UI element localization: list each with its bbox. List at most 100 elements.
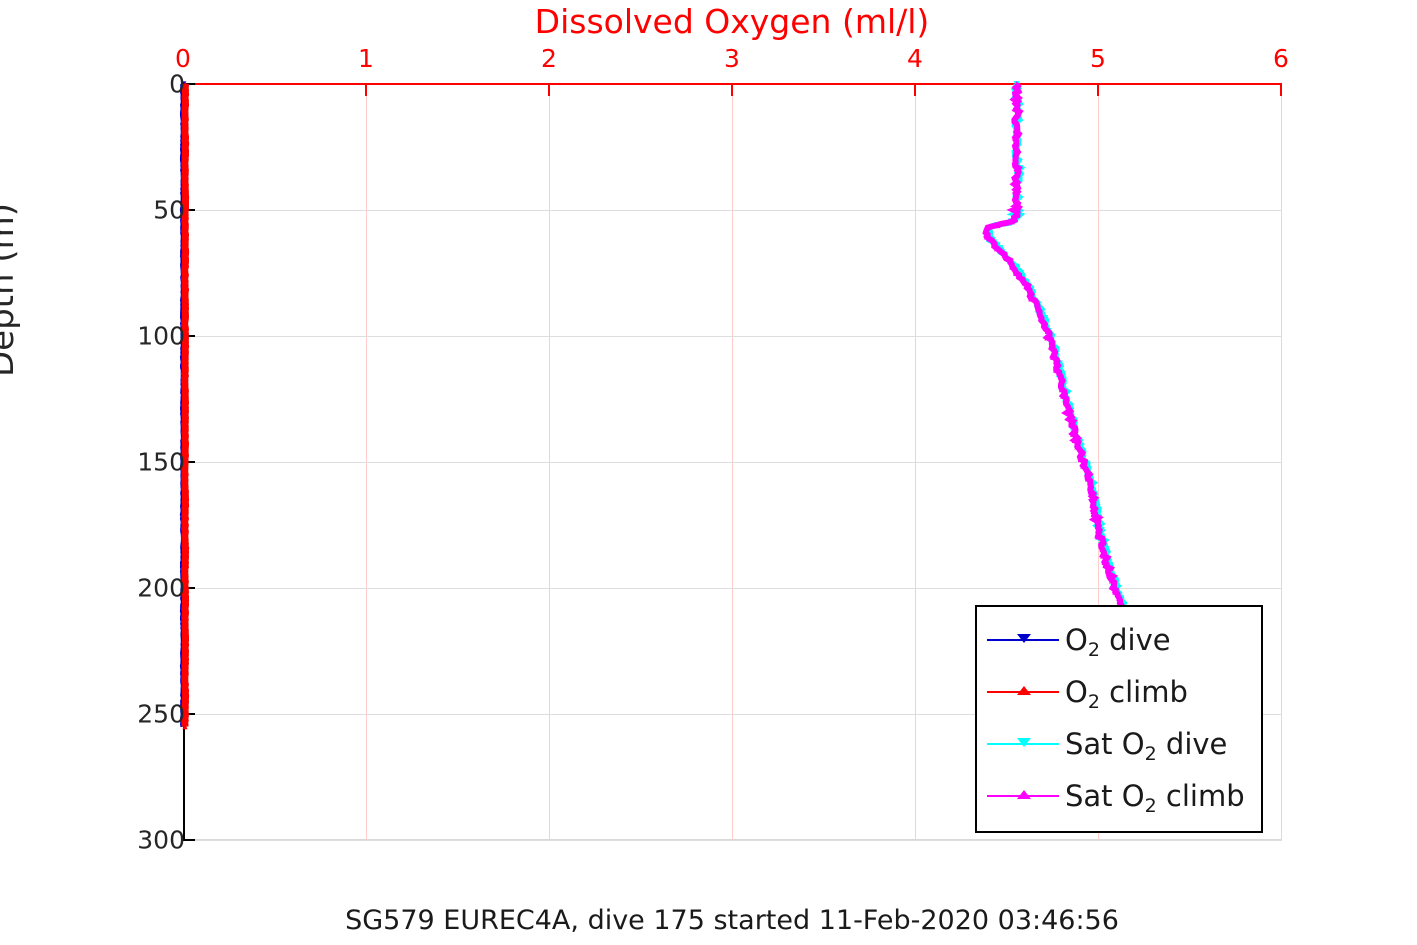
series-marker (1071, 424, 1078, 431)
series-marker (1099, 546, 1106, 553)
series-marker (182, 654, 188, 660)
series-marker (182, 415, 189, 421)
series-marker (182, 144, 188, 150)
series-marker (182, 724, 188, 730)
gridline-horizontal (183, 336, 1281, 337)
series-marker (182, 320, 188, 326)
series-marker (182, 390, 188, 396)
series-marker (1084, 475, 1091, 482)
series-marker (182, 629, 188, 635)
series-marker (182, 446, 188, 452)
y-axis-title: Depth (m) (0, 202, 22, 378)
series-marker (1014, 212, 1021, 219)
series-marker (182, 100, 188, 106)
x-axis-tick (548, 84, 550, 96)
legend-item-o-2-climb[interactable]: O2 climb (977, 667, 1261, 717)
series-marker (1116, 595, 1123, 602)
series-marker (182, 157, 188, 163)
legend-label: O2 dive (1065, 622, 1171, 661)
y-axis-tick (183, 713, 195, 715)
gridline-horizontal (183, 840, 1281, 841)
series-marker (1012, 153, 1019, 160)
series-marker (182, 459, 188, 465)
series-marker (182, 616, 188, 623)
series-marker (182, 472, 188, 478)
series-marker (182, 207, 188, 213)
series-marker (1105, 571, 1112, 578)
series-marker (182, 610, 189, 616)
y-axis-tick (183, 335, 195, 337)
series-marker (182, 333, 188, 339)
series-marker (182, 264, 189, 270)
y-axis-tick (183, 839, 195, 841)
series-marker (182, 257, 189, 263)
series-marker (1013, 147, 1020, 154)
series-marker (182, 175, 188, 182)
series-marker (1015, 165, 1022, 172)
series-marker (1067, 411, 1074, 418)
series-marker (1012, 134, 1019, 141)
series-marker (182, 201, 189, 207)
series-marker (182, 673, 188, 679)
series-marker (1008, 218, 1015, 225)
series-marker (182, 535, 188, 541)
series-marker (182, 579, 188, 585)
series-marker (1013, 81, 1020, 87)
series-marker (182, 182, 188, 188)
series-marker (182, 245, 188, 251)
series-marker (182, 352, 188, 358)
data-series-layer (179, 81, 1129, 730)
series-marker (182, 226, 188, 232)
series-marker (182, 421, 188, 427)
series-marker (182, 289, 188, 295)
series-marker (182, 346, 188, 352)
series-marker (183, 194, 189, 200)
legend-item-o-2-dive[interactable]: O2 dive (977, 615, 1261, 665)
series-sat-o-2-dive (984, 81, 1129, 614)
series-marker (182, 119, 188, 125)
series-marker (182, 169, 188, 175)
series-marker (1062, 399, 1069, 406)
series-marker (182, 516, 189, 522)
series-marker (1013, 270, 1020, 276)
legend-label: O2 climb (1065, 674, 1188, 713)
y-tick-label: 50 (153, 195, 185, 225)
series-marker (182, 522, 188, 528)
series-marker (1012, 92, 1019, 99)
series-marker (983, 233, 990, 240)
legend-sample (987, 731, 1059, 757)
series-marker (182, 566, 188, 572)
series-marker (182, 358, 188, 364)
y-axis-tick (183, 83, 195, 85)
legend-item-sat-o-2-dive[interactable]: Sat O2 dive (977, 719, 1261, 769)
gridline-horizontal (183, 462, 1281, 463)
series-marker (182, 163, 188, 169)
y-axis-tick (183, 461, 195, 463)
chart-legend[interactable]: O2 dive O2 climb Sat O2 dive Sat O2 climb (975, 605, 1263, 833)
triangle-down-icon (1017, 738, 1031, 747)
series-marker (182, 698, 189, 704)
series-marker (182, 131, 188, 137)
series-marker (182, 528, 188, 534)
series-marker (183, 642, 189, 648)
legend-sample (987, 783, 1059, 809)
x-tick-label: 6 (1273, 44, 1289, 73)
series-marker (983, 227, 990, 234)
series-marker (1090, 507, 1097, 514)
y-tick-label: 0 (169, 69, 185, 99)
series-marker (182, 383, 188, 389)
figure-caption: SG579 EUREC4A, dive 175 started 11-Feb-2… (345, 905, 1119, 936)
series-marker (182, 213, 188, 219)
series-marker (1058, 386, 1065, 393)
series-marker (1014, 110, 1021, 117)
series-marker (182, 364, 188, 371)
series-marker (1101, 558, 1108, 565)
series-marker (990, 239, 997, 246)
series-marker (1041, 321, 1048, 328)
x-axis-tick (365, 84, 367, 96)
series-marker (182, 270, 188, 276)
legend-item-sat-o-2-climb[interactable]: Sat O2 climb (977, 771, 1261, 821)
series-marker (182, 705, 188, 711)
x-axis-tick (1280, 84, 1282, 96)
